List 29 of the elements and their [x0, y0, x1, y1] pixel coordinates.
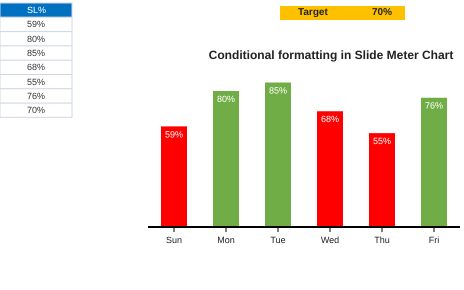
bar [213, 90, 239, 226]
text: 59% [27, 19, 46, 29]
x-tick-label: Tue [270, 234, 286, 245]
chart-title: Conditional formatting in Slide Meter Chart [208, 48, 454, 62]
data-label: 68% [320, 114, 340, 124]
x-tick-label: Sun [166, 234, 182, 245]
text: 68% [27, 62, 46, 72]
x-tick-label: Wed [320, 234, 340, 245]
text: 70% [27, 105, 46, 115]
x-tick-label: Fri [428, 234, 440, 245]
text: 70% [372, 7, 392, 18]
text: 80% [27, 34, 46, 44]
data-label: 80% [216, 94, 236, 104]
bar [265, 82, 291, 226]
data-label: 55% [372, 136, 392, 146]
text: 85% [27, 48, 46, 58]
bar [421, 98, 447, 226]
text: SL% [27, 5, 46, 15]
x-tick-label: Thu [374, 234, 390, 245]
x-tick-label: Mon [217, 234, 235, 245]
text: 76% [27, 91, 46, 101]
data-label: 76% [424, 100, 444, 111]
bar [369, 133, 395, 226]
data-label: 59% [164, 129, 184, 140]
text: 55% [27, 77, 46, 87]
bar [161, 126, 187, 226]
data-label: 85% [268, 86, 288, 96]
bar [317, 111, 343, 226]
text: Target [298, 7, 328, 18]
